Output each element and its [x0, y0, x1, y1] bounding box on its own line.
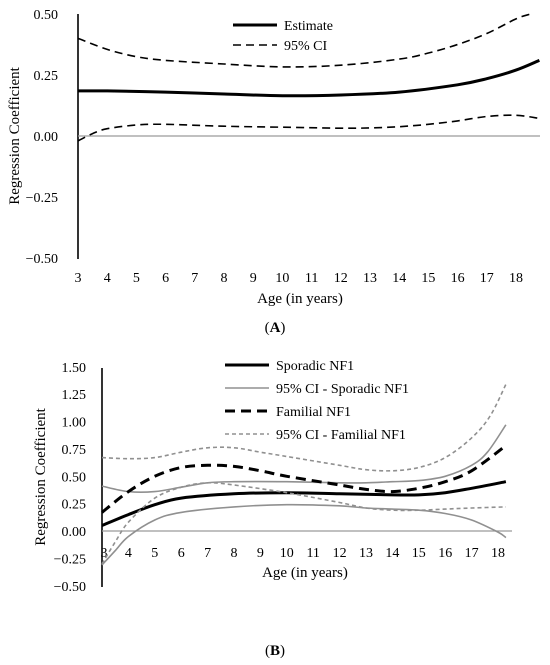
- panel-b-x-tick-label: 10: [280, 546, 294, 561]
- panel-b-y-tick-label: 0.00: [62, 525, 87, 540]
- panel-b-y-tick-label: 0.75: [62, 443, 87, 458]
- panel-a-x-tick-label: 18: [509, 271, 523, 286]
- panel-b-x-tick-label: 9: [257, 546, 264, 561]
- panel-b-series-line-3: [101, 444, 507, 514]
- panel-a-y-tick-label: 0.50: [34, 8, 59, 23]
- panel-a-x-tick-label: 4: [104, 271, 111, 286]
- panel-a-x-tick-label: 15: [421, 271, 435, 286]
- panel-a-caption: (A): [265, 320, 286, 336]
- panel-a-x-tick-label: 9: [250, 271, 257, 286]
- panel-b-caption: (B): [265, 643, 285, 659]
- panel-b-y-tick-label: −0.50: [54, 580, 86, 595]
- panel-a-x-axis-label: Age (in years): [257, 291, 343, 307]
- panel-b-series-line-4: [101, 383, 507, 472]
- legend-estimate-label: Estimate: [284, 19, 333, 34]
- panel-b-chart: 1.50 1.25 1.00 0.75 0.50 0.25 0.00 −0.25 −0.50 3…: [33, 359, 512, 659]
- panel-b-x-tick-label: 7: [204, 546, 211, 561]
- panel-a-series-line-2: [77, 114, 540, 142]
- panel-b-x-tick-label: 15: [412, 546, 426, 561]
- panel-a-x-tick-label: 6: [162, 271, 169, 286]
- panel-b-y-axis-label: Regression Coefficient: [33, 407, 49, 545]
- panel-a-x-tick-label: 16: [451, 271, 465, 286]
- panel-b-x-tick-label: 14: [385, 546, 399, 561]
- panel-b-y-tick-label: −0.25: [54, 552, 86, 567]
- panel-a-y-axis-label: Regression Coefficient: [7, 66, 23, 204]
- panel-b-y-tick-label: 1.25: [62, 388, 87, 403]
- panel-a-x-tick-label: 8: [221, 271, 228, 286]
- panel-b-x-tick-label: 11: [306, 546, 319, 561]
- panel-a-x-tick-label: 14: [392, 271, 406, 286]
- panel-b-x-axis-label: Age (in years): [262, 565, 348, 581]
- panel-b-series-line-0: [101, 480, 507, 527]
- panel-a-x-tick-label: 5: [133, 271, 140, 286]
- panel-b-y-tick-label: 1.50: [62, 361, 87, 376]
- panel-a-x-tick-label: 7: [191, 271, 198, 286]
- legend-familial-ci-label: 95% CI - Familial NF1: [276, 428, 406, 443]
- panel-a-x-tick-label: 17: [480, 271, 494, 286]
- panel-a-y-tick-label: 0.00: [34, 130, 59, 145]
- panel-b-x-tick-label: 17: [465, 546, 479, 561]
- panel-b-x-tick-label: 4: [125, 546, 132, 561]
- panel-b-y-tick-label: 1.00: [62, 416, 87, 431]
- panel-a-x-tick-label: 13: [363, 271, 377, 286]
- panel-b-y-tick-label: 0.25: [62, 498, 87, 513]
- legend-familial-label: Familial NF1: [276, 405, 351, 420]
- panel-a-series-line-1: [77, 13, 531, 68]
- panel-b-x-tick-label: 6: [178, 546, 185, 561]
- panel-a-y-tick-label: −0.25: [26, 191, 58, 206]
- panel-a-y-tick-label: 0.25: [34, 69, 59, 84]
- panel-b-series-line-5: [101, 481, 506, 565]
- panel-a-series-line-0: [77, 59, 540, 98]
- panel-a-legend: Estimate 95% CI: [233, 19, 333, 54]
- panel-b-x-tick-label: 18: [491, 546, 505, 561]
- panel-b-x-tick-label: 16: [438, 546, 452, 561]
- panel-a-x-tick-label: 12: [334, 271, 348, 286]
- legend-sporadic-label: Sporadic NF1: [276, 359, 354, 374]
- panel-b-x-tick-label: 13: [359, 546, 373, 561]
- panel-a-x-tick-label: 3: [75, 271, 82, 286]
- panel-b-x-tick-label: 12: [333, 546, 347, 561]
- panel-b-x-tick-label: 8: [231, 546, 238, 561]
- panel-b-series-line-2: [101, 503, 507, 566]
- panel-b-legend: Sporadic NF1 95% CI - Sporadic NF1 Famil…: [225, 359, 409, 443]
- panel-b-x-tick-label: 5: [151, 546, 158, 561]
- panel-a-x-tick-label: 10: [275, 271, 289, 286]
- panel-a-y-tick-label: −0.50: [26, 252, 58, 267]
- legend-ci-label: 95% CI: [284, 39, 328, 54]
- panel-b-x-tick-label: 3: [101, 546, 108, 561]
- legend-sporadic-ci-label: 95% CI - Sporadic NF1: [276, 382, 409, 397]
- panel-a-x-tick-label: 11: [305, 271, 318, 286]
- panel-b-y-tick-label: 0.50: [62, 470, 87, 485]
- panel-a-chart: 0.50 0.25 0.00 −0.25 −0.50 3 4 5 6 7 8 9 10 11 12 13 14…: [7, 8, 540, 336]
- panel-b-series-line-1: [101, 424, 507, 493]
